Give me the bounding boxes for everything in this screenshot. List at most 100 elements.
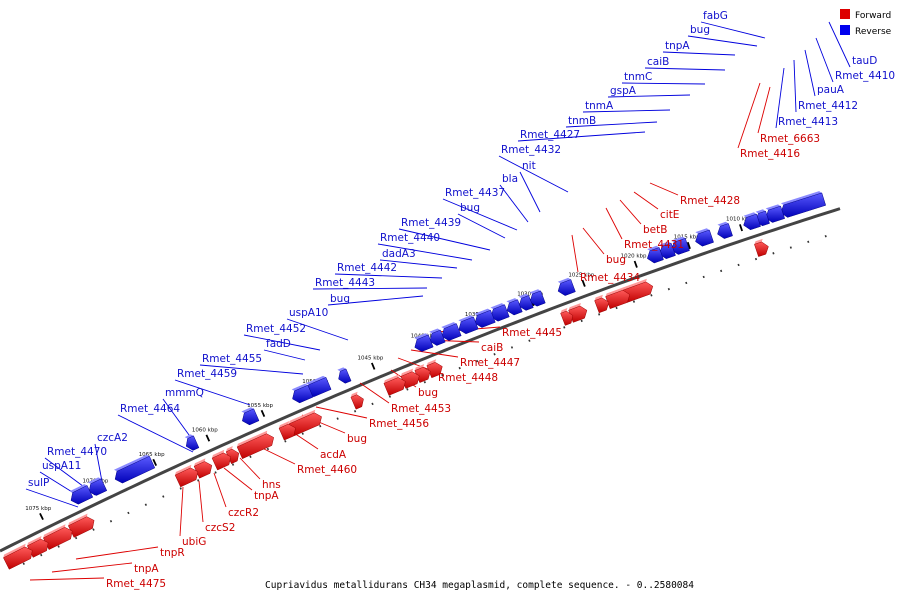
forward-gene-arrow[interactable] xyxy=(42,527,73,550)
reverse-gene-arrow[interactable] xyxy=(242,408,260,426)
forward-gene-arrow[interactable] xyxy=(26,538,49,558)
reverse-gene-arrow[interactable] xyxy=(765,205,786,223)
gene-label-tnmb: tnmB xyxy=(568,115,596,127)
forward-gene-arrow[interactable] xyxy=(400,371,420,389)
reverse-gene-arrow[interactable] xyxy=(88,478,108,496)
forward-gene-arrow[interactable] xyxy=(754,241,769,257)
gene-label-hns: hns xyxy=(262,479,281,491)
forward-gene-arrow[interactable] xyxy=(3,546,33,570)
forward-gene-arrow[interactable] xyxy=(225,448,240,465)
gene-label-rmet-4475: Rmet_4475 xyxy=(106,578,166,590)
gene-arrow-top xyxy=(557,277,571,284)
gene-label-sulp: sulP xyxy=(28,477,49,489)
forward-gene-arrow[interactable] xyxy=(211,452,232,471)
reverse-gene-arrow[interactable] xyxy=(114,455,156,484)
gene-label-tnpa: tnpA xyxy=(254,490,279,502)
gene-label-mmmq: mmmQ xyxy=(165,387,204,399)
minor-tick xyxy=(598,313,601,316)
reverse-gene-arrow[interactable] xyxy=(695,229,714,247)
gene-label-rmet-4432: Rmet_4432 xyxy=(501,144,561,156)
forward-gene-arrow[interactable] xyxy=(350,394,364,410)
leader-line xyxy=(359,382,390,404)
gene-label-dada3: dadA3 xyxy=(382,248,416,260)
gene-arrow-top xyxy=(671,236,686,243)
reverse-gene-arrow[interactable] xyxy=(429,329,446,346)
gene-arrow-top xyxy=(754,238,763,245)
forward-gene-arrow[interactable] xyxy=(278,423,296,441)
leader-line xyxy=(815,37,834,83)
reverse-gene-arrow[interactable] xyxy=(647,247,664,264)
forward-gene-arrow[interactable] xyxy=(594,297,610,314)
leader-line xyxy=(793,59,797,113)
gene-arrow-top xyxy=(400,368,414,377)
minor-tick xyxy=(493,353,496,356)
minor-tick xyxy=(528,339,531,342)
forward-gene-arrow[interactable] xyxy=(383,377,406,396)
reverse-gene-arrow[interactable] xyxy=(529,290,546,307)
reverse-gene-arrow[interactable] xyxy=(506,299,523,316)
reverse-gene-arrow[interactable] xyxy=(518,295,534,311)
gene-arrow-top xyxy=(490,303,505,310)
leader-line xyxy=(565,121,658,128)
forward-gene-arrow[interactable] xyxy=(174,467,199,488)
minor-tick xyxy=(545,332,548,336)
gene-label-bug: bug xyxy=(460,202,480,214)
gene-arrow-top xyxy=(175,464,192,476)
reverse-gene-arrow[interactable] xyxy=(292,384,314,404)
minor-tick xyxy=(423,380,426,384)
gene-arrow-top xyxy=(765,204,781,211)
reverse-gene-arrow[interactable] xyxy=(441,323,462,341)
reverse-gene-arrow[interactable] xyxy=(185,435,200,451)
minor-tick xyxy=(353,409,357,413)
gene-arrow-top xyxy=(458,315,474,322)
reverse-gene-arrow[interactable] xyxy=(743,213,761,231)
leader-line xyxy=(517,131,646,142)
gene-arrow-top xyxy=(305,375,326,385)
gene-label-bug: bug xyxy=(347,433,367,445)
gene-label-rmet-4428: Rmet_4428 xyxy=(680,195,740,207)
gene-arrow-top xyxy=(426,359,437,366)
gene-label-bug: bug xyxy=(690,24,710,36)
forward-gene-arrow[interactable] xyxy=(67,516,95,538)
leader-line xyxy=(198,480,204,523)
tick-mark xyxy=(39,512,44,521)
reverse-gene-arrow[interactable] xyxy=(557,279,576,296)
forward-gene-arrow[interactable] xyxy=(568,305,588,323)
reverse-gene-arrow[interactable] xyxy=(490,304,510,322)
reverse-gene-arrow[interactable] xyxy=(338,368,352,384)
gene-label-fadd: fadD xyxy=(266,338,291,350)
gene-label-rmet-4452: Rmet_4452 xyxy=(246,323,306,335)
reverse-gene-arrow[interactable] xyxy=(717,223,733,239)
gene-label-acda: acdA xyxy=(320,449,347,461)
minor-tick xyxy=(284,440,287,443)
gene-arrow-top xyxy=(414,333,429,340)
tick-mark xyxy=(205,434,211,442)
gene-label-paua: pauA xyxy=(817,84,845,96)
forward-gene-arrow[interactable] xyxy=(426,362,443,379)
reverse-gene-arrow[interactable] xyxy=(70,485,94,505)
forward-gene-arrow[interactable] xyxy=(605,289,631,310)
reverse-gene-arrow[interactable] xyxy=(474,309,496,328)
gene-arrow-top xyxy=(226,446,233,452)
reverse-gene-arrow[interactable] xyxy=(414,334,434,352)
legend-reverse-swatch xyxy=(840,25,850,35)
reverse-gene-arrow[interactable] xyxy=(780,192,827,218)
gene-label-rmet-4440: Rmet_4440 xyxy=(380,232,440,244)
gene-label-rmet-4443: Rmet_4443 xyxy=(315,277,375,289)
gene-arrow-top xyxy=(695,228,710,234)
forward-gene-arrow[interactable] xyxy=(193,461,213,479)
gene-label-rmet-4410: Rmet_4410 xyxy=(835,70,895,82)
minor-tick xyxy=(249,455,252,458)
sequence-backbone xyxy=(0,207,841,553)
reverse-gene-arrow[interactable] xyxy=(458,316,479,335)
reverse-gene-arrow[interactable] xyxy=(671,237,690,255)
gene-label-uspa11: uspA11 xyxy=(42,460,81,472)
gene-arrow-top xyxy=(429,328,441,334)
minor-tick xyxy=(57,545,60,548)
reverse-gene-arrow[interactable] xyxy=(659,242,676,259)
minor-tick xyxy=(580,319,583,323)
forward-gene-arrow[interactable] xyxy=(236,433,274,460)
tick-mark xyxy=(581,279,586,287)
forward-gene-arrow[interactable] xyxy=(560,310,574,326)
gene-arrow-top xyxy=(780,191,822,205)
